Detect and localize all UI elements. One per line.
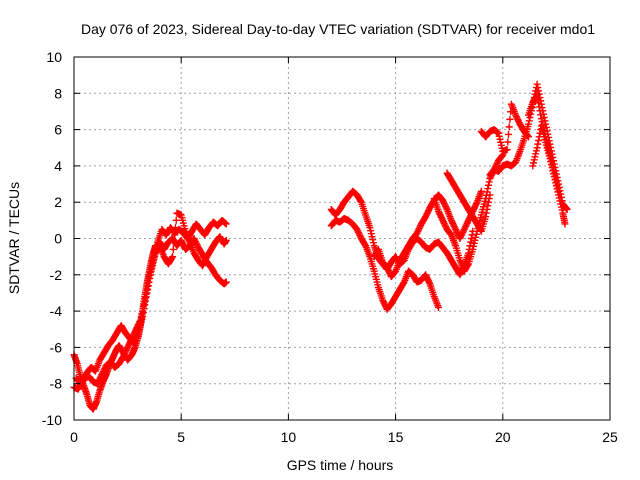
- data-point: [534, 95, 542, 103]
- data-point: [467, 235, 475, 242]
- x-tick-label: 5: [177, 429, 185, 445]
- chart-title: Day 076 of 2023, Sidereal Day-to-day VTE…: [81, 21, 595, 37]
- data-point: [464, 261, 472, 269]
- y-tick-label: 2: [54, 194, 62, 210]
- y-tick-label: -8: [50, 376, 63, 392]
- data-point: [442, 204, 450, 212]
- data-point: [168, 254, 176, 262]
- x-tick-label: 25: [602, 429, 618, 445]
- data-point: [146, 271, 154, 279]
- data-point: [484, 185, 492, 193]
- data-point: [483, 205, 491, 213]
- data-point: [505, 123, 513, 131]
- data-point: [170, 238, 178, 246]
- data-point: [555, 187, 563, 195]
- data-point: [482, 213, 490, 221]
- x-tick-label: 10: [281, 429, 297, 445]
- data-point: [357, 197, 365, 205]
- data-points: [70, 80, 571, 413]
- data-point: [535, 87, 543, 95]
- y-tick-label: -4: [50, 303, 63, 319]
- data-point: [140, 305, 148, 313]
- data-point: [535, 103, 543, 111]
- data-point: [534, 140, 542, 148]
- y-tick-label: 8: [54, 85, 62, 101]
- data-point: [141, 297, 149, 305]
- y-axis-title: SDTVAR / TECUs: [6, 182, 22, 294]
- data-point: [503, 146, 511, 154]
- data-point: [477, 226, 485, 234]
- data-point: [222, 278, 230, 286]
- data-point: [485, 178, 493, 186]
- y-tick-label: -2: [50, 267, 63, 283]
- y-tick-labels: -10 -8 -6 -4 -2 0 2 4 6 8 10: [42, 49, 62, 428]
- data-point: [562, 205, 570, 213]
- data-point: [144, 285, 152, 293]
- data-point: [506, 115, 514, 123]
- data-point: [425, 278, 433, 286]
- data-point: [561, 220, 569, 228]
- data-point: [485, 198, 493, 206]
- x-tick-label: 0: [70, 429, 78, 445]
- y-tick-label: 6: [54, 122, 62, 138]
- data-point: [169, 245, 177, 253]
- data-point: [467, 238, 475, 246]
- data-point: [485, 195, 493, 203]
- data-point: [172, 216, 180, 224]
- x-tick-label: 20: [495, 429, 511, 445]
- data-point: [504, 138, 512, 146]
- data-point: [142, 293, 150, 301]
- data-point: [472, 200, 480, 208]
- data-point: [222, 236, 230, 244]
- data-point: [533, 80, 541, 88]
- data-point: [139, 309, 147, 317]
- data-point: [498, 152, 506, 160]
- data-point: [169, 253, 177, 261]
- data-point: [146, 274, 154, 282]
- data-point: [144, 282, 152, 290]
- data-point: [141, 301, 149, 309]
- y-tick-label: 4: [54, 158, 62, 174]
- y-tick-label: 10: [46, 49, 62, 65]
- data-point: [533, 144, 541, 152]
- data-point: [525, 120, 533, 128]
- data-point: [535, 99, 543, 107]
- data-point: [171, 231, 179, 239]
- data-point: [434, 303, 442, 311]
- data-point: [485, 181, 493, 189]
- y-tick-label: 0: [54, 231, 62, 247]
- y-tick-label: -10: [42, 412, 62, 428]
- data-point: [145, 278, 153, 286]
- data-point: [525, 117, 533, 125]
- y-tick-label: -6: [50, 339, 63, 355]
- x-axis-title: GPS time / hours: [287, 457, 394, 473]
- data-point: [222, 220, 230, 228]
- data-point: [484, 202, 492, 210]
- data-point: [533, 91, 541, 99]
- data-point: [143, 289, 151, 297]
- data-point: [534, 84, 542, 92]
- x-tick-labels: 0 5 10 15 20 25: [70, 429, 618, 445]
- data-point: [537, 111, 545, 119]
- data-point: [139, 313, 147, 321]
- data-point: [535, 136, 543, 144]
- x-tick-label: 15: [388, 429, 404, 445]
- data-point: [505, 130, 513, 138]
- data-point: [486, 191, 494, 199]
- data-point: [482, 209, 490, 217]
- tick-marks: [73, 56, 611, 421]
- grid: [74, 57, 610, 420]
- data-point: [171, 224, 179, 232]
- data-point: [536, 107, 544, 115]
